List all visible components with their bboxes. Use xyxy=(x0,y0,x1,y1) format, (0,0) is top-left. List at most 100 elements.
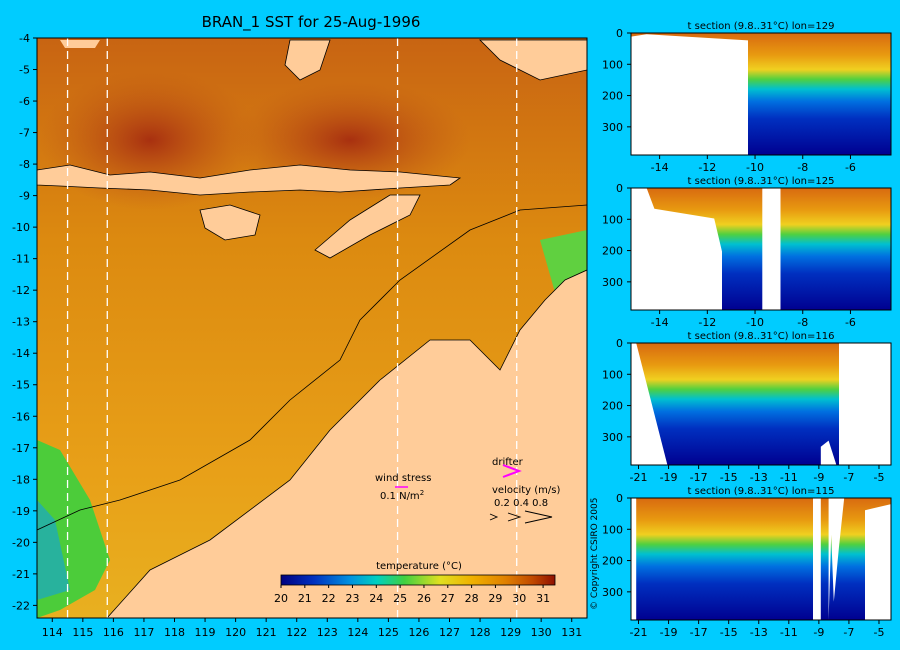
northern-land xyxy=(479,39,587,81)
section-x-tick-label: -5 xyxy=(873,626,884,639)
map-x-tick-label: 116 xyxy=(103,626,124,639)
section-x-tick-label: -7 xyxy=(843,471,854,484)
section-y-tick-label: 200 xyxy=(602,400,623,413)
map-y-tick-label: -5 xyxy=(19,64,30,77)
section-frame xyxy=(630,187,892,311)
map-y-tick-label: -22 xyxy=(12,599,30,612)
cold-water-west xyxy=(37,500,70,600)
colorbar-tick-label: 23 xyxy=(345,592,359,605)
section-panel: t section (9.8..31°C) lon=115 0 100 200 300 -… xyxy=(602,486,892,639)
section-y-tick-label: 300 xyxy=(602,431,623,444)
section-x-tick-label: -15 xyxy=(720,471,738,484)
map-y-tick-label: -10 xyxy=(12,221,30,234)
section-x-tick-label: -12 xyxy=(698,316,716,329)
section-x-tick-label: -21 xyxy=(630,471,648,484)
map-y-tick-label: -16 xyxy=(12,410,30,423)
colorbar-tick-label: 29 xyxy=(488,592,502,605)
depth-contour xyxy=(37,204,587,531)
section-land-mask xyxy=(828,498,891,620)
colorbar-tick-label: 30 xyxy=(512,592,526,605)
section-x-tick-label: -9 xyxy=(813,626,824,639)
velocity-values: 0.2 0.4 0.8 xyxy=(494,498,548,509)
section-y-tick-label: 100 xyxy=(602,368,623,381)
map-x-tick-label: 131 xyxy=(561,626,582,639)
section-x-tick-label: -8 xyxy=(797,316,808,329)
section-x-tick-label: -17 xyxy=(690,626,708,639)
map-x-tick-label: 120 xyxy=(225,626,246,639)
section-y-tick-label: 100 xyxy=(602,58,623,71)
map-y-tick-label: -6 xyxy=(19,95,30,108)
colorbar-tick-label: 28 xyxy=(465,592,479,605)
section-x-tick-label: -7 xyxy=(843,626,854,639)
section-x-tick-label: -15 xyxy=(720,626,738,639)
section-land-mask xyxy=(631,34,748,155)
sst-map xyxy=(37,38,587,618)
map-frame xyxy=(36,37,588,619)
map-x-tick-label: 125 xyxy=(378,626,399,639)
timor-island xyxy=(314,194,421,259)
map-y-tick-label: -15 xyxy=(12,379,30,392)
section-x-tick-label: -10 xyxy=(746,316,764,329)
map-y-axis: -4 -5 -6 -7 -8 -9 -10 -11 -12 -13 -14 -15 -16 -17 -18 -… xyxy=(12,32,37,612)
section-x-tick-label: -6 xyxy=(845,161,856,174)
section-x-tick-label: -19 xyxy=(660,626,678,639)
drifter-label: drifter xyxy=(492,457,524,468)
colorbar-tick-label: 20 xyxy=(274,592,288,605)
map-x-tick-label: 119 xyxy=(195,626,216,639)
map-y-tick-label: -9 xyxy=(19,190,30,203)
map-x-tick-label: 129 xyxy=(500,626,521,639)
map-x-tick-label: 121 xyxy=(256,626,277,639)
map-x-tick-label: 128 xyxy=(470,626,491,639)
colorbar-tick-label: 27 xyxy=(441,592,455,605)
map-x-tick-label: 117 xyxy=(133,626,154,639)
section-heatmap xyxy=(631,498,891,620)
map-x-tick-label: 122 xyxy=(286,626,307,639)
colorbar-tick-label: 21 xyxy=(298,592,312,605)
section-frame xyxy=(630,32,892,156)
sumba-island xyxy=(199,204,261,241)
section-y-tick-label: 200 xyxy=(602,555,623,568)
section-panel: t section (9.8..31°C) lon=125 0 100 200 300 -… xyxy=(602,176,892,329)
copyright: © Copyright CSIRO 2005 xyxy=(590,498,600,610)
section-y-tick-label: 300 xyxy=(602,586,623,599)
section-x-tick-label: -12 xyxy=(698,161,716,174)
map-x-axis: 114 115 116 117 118 119 120 121 122 123 124 125 126 1… xyxy=(42,618,582,639)
colorbar-tick-label: 24 xyxy=(369,592,383,605)
map-y-tick-label: -12 xyxy=(12,284,30,297)
map-y-tick-label: -13 xyxy=(12,316,30,329)
map-y-tick-label: -20 xyxy=(12,536,30,549)
colorbar xyxy=(280,574,556,586)
section-x-tick-label: -17 xyxy=(690,471,708,484)
section-x-tick-label: -11 xyxy=(780,626,798,639)
section-y-tick-label: 0 xyxy=(616,27,623,40)
colorbar-ticks: 20 21 22 23 24 25 26 27 28 29 30 31 xyxy=(274,585,550,605)
section-y-tick-label: 100 xyxy=(602,213,623,226)
wind-stress-label: wind stress xyxy=(375,473,431,484)
map-y-tick-label: -21 xyxy=(12,568,30,581)
section-x-tick-label: -6 xyxy=(845,316,856,329)
map-title: BRAN_1 SST for 25-Aug-1996 xyxy=(202,13,421,32)
section-y-tick-label: 300 xyxy=(602,276,623,289)
section-x-tick-label: -9 xyxy=(813,471,824,484)
section-frame xyxy=(630,497,892,621)
section-land-mask xyxy=(631,343,668,465)
section-land-mask xyxy=(631,188,722,310)
map-x-tick-label: 118 xyxy=(164,626,185,639)
section-x-tick-label: -13 xyxy=(750,626,768,639)
map-y-tick-label: -18 xyxy=(12,473,30,486)
map-x-tick-label: 123 xyxy=(317,626,338,639)
section-y-tick-label: 200 xyxy=(602,90,623,103)
temperature-sections: t section (9.8..31°C) lon=129 0 100 200 300 -… xyxy=(602,21,892,639)
section-x-tick-label: -19 xyxy=(660,471,678,484)
section-land-mask xyxy=(839,343,891,465)
section-title: t section (9.8..31°C) lon=129 xyxy=(688,21,835,32)
section-panel: t section (9.8..31°C) lon=116 0 100 200 300 -… xyxy=(602,331,892,484)
section-title: t section (9.8..31°C) lon=116 xyxy=(688,331,835,342)
section-y-tick-label: 100 xyxy=(602,523,623,536)
colorbar-tick-label: 31 xyxy=(536,592,550,605)
section-panel: t section (9.8..31°C) lon=129 0 100 200 300 -… xyxy=(602,21,892,174)
section-y-tick-label: 0 xyxy=(616,337,623,350)
map-y-tick-label: -8 xyxy=(19,158,30,171)
northern-land-small xyxy=(60,40,100,48)
